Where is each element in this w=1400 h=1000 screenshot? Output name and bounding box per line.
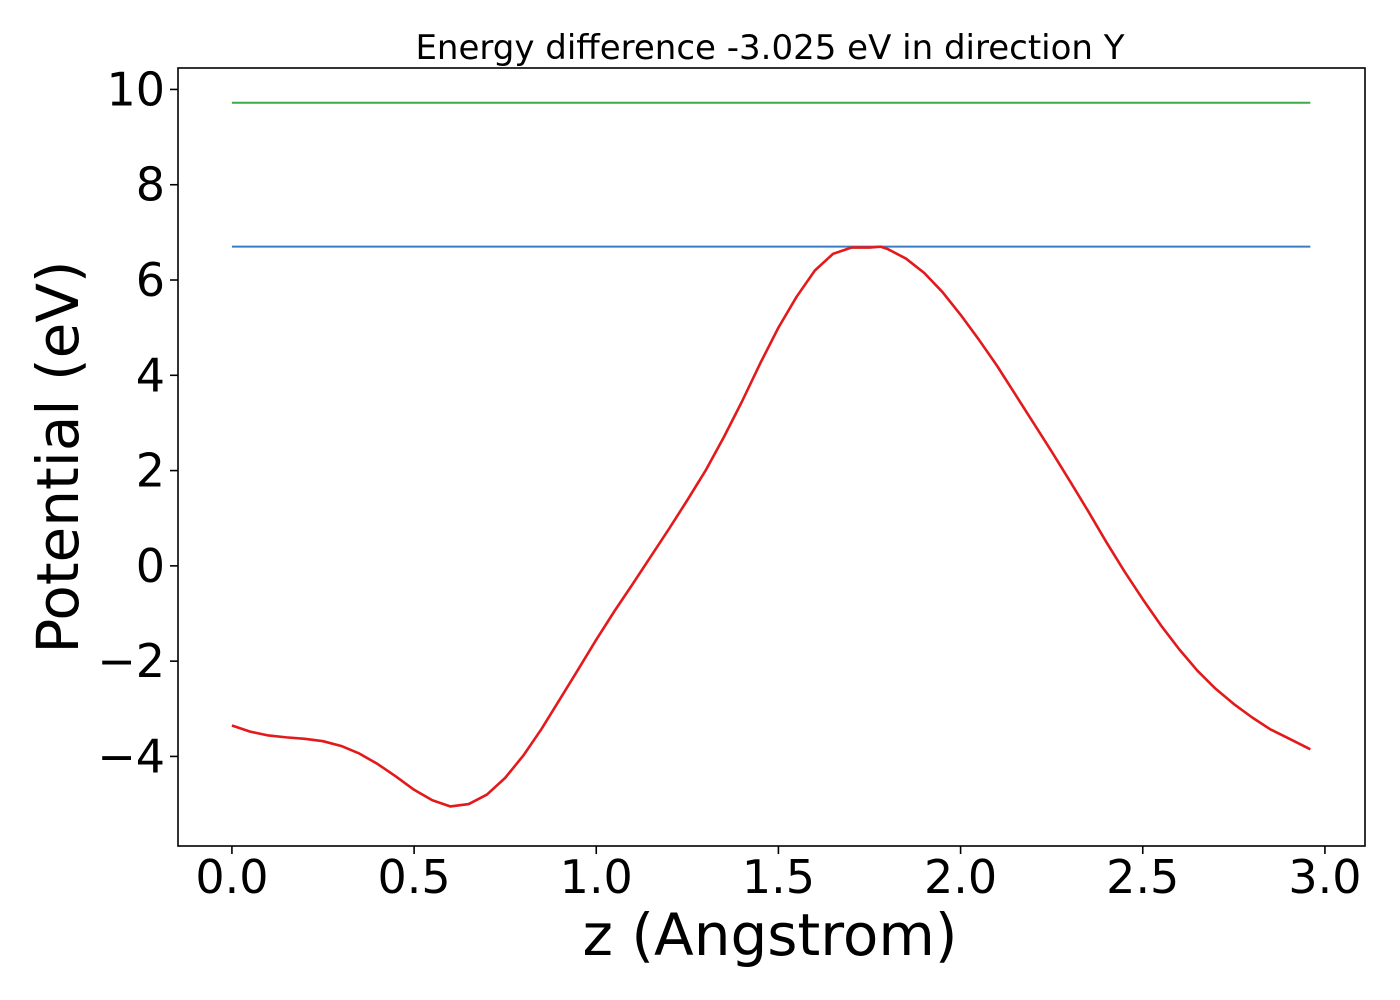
y-tick-label: −4 xyxy=(97,729,165,783)
series-line-potential xyxy=(231,245,1311,808)
x-tick-label: 0.0 xyxy=(195,850,268,904)
x-axis: 0.0 0.5 1.0 1.5 2.0 2.5 3.0 xyxy=(195,846,1362,904)
y-tick-label: 0 xyxy=(136,539,165,593)
x-tick-label: 2.5 xyxy=(1106,850,1179,904)
x-tick-label: 1.5 xyxy=(742,850,815,904)
x-tick-label: 1.0 xyxy=(560,850,633,904)
y-tick-label: 2 xyxy=(136,444,165,498)
y-tick-label: −2 xyxy=(97,634,165,688)
y-axis-label: Potential (eV) xyxy=(24,260,92,653)
plot-frame xyxy=(177,67,1366,847)
x-tick-label: 0.5 xyxy=(378,850,451,904)
y-tick-label: 4 xyxy=(136,348,165,402)
plot-area xyxy=(177,67,1366,847)
y-tick-label: 6 xyxy=(136,253,165,307)
y-tick-label: 8 xyxy=(136,158,165,212)
y-axis: −4 −2 0 2 4 6 8 10 xyxy=(97,62,178,783)
y-tick-label: 10 xyxy=(106,62,165,116)
x-axis-label: z (Angstrom) xyxy=(583,901,958,969)
chart-title: Energy difference -3.025 eV in direction… xyxy=(415,28,1124,68)
x-tick-label: 2.0 xyxy=(924,850,997,904)
series-layer xyxy=(231,101,1311,808)
x-tick-label: 3.0 xyxy=(1288,850,1361,904)
